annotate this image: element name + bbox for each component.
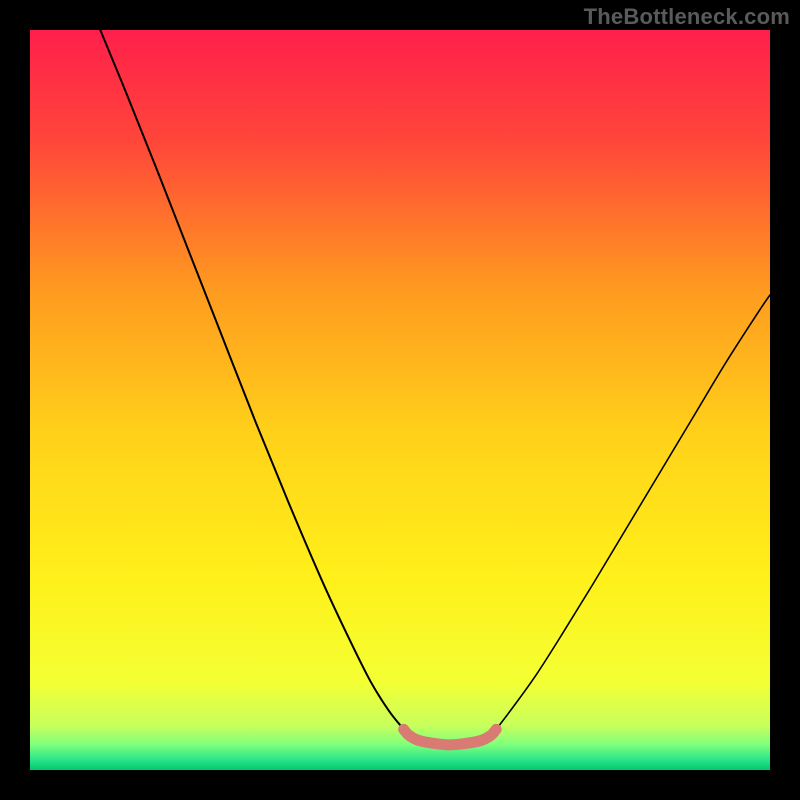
plot-area [30,30,770,770]
left-branch [100,30,403,729]
curve-layer [30,30,770,770]
chart-frame: TheBottleneck.com [0,0,800,800]
right-branch [496,295,770,729]
watermark-text: TheBottleneck.com [584,4,790,30]
basin-segment [404,729,497,745]
